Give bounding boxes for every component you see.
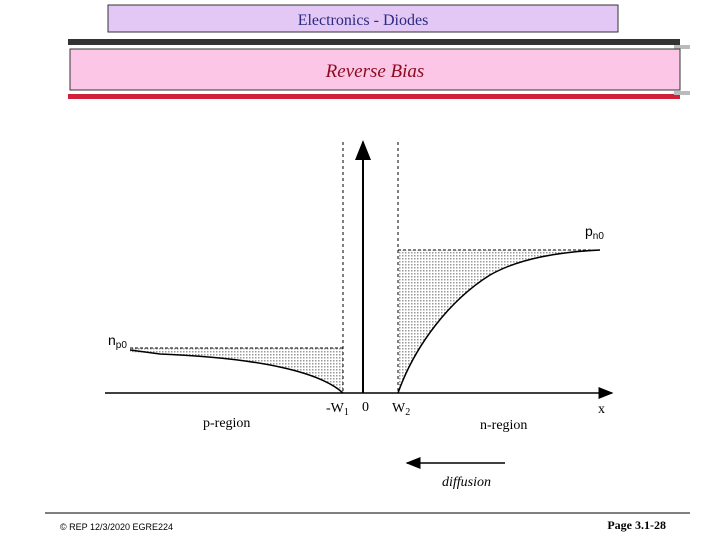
- subtitle-box: [69, 48, 681, 91]
- subtitle: Reverse Bias: [325, 61, 425, 82]
- p-region-label: p-region: [203, 416, 250, 431]
- rule-shadow: [674, 45, 690, 49]
- curve-n: [397, 249, 601, 394]
- x-label: x: [598, 402, 605, 417]
- np0-label: np0: [108, 332, 127, 351]
- rule: [68, 39, 680, 45]
- title: Electronics - Diodes: [298, 12, 429, 29]
- rule-shadow: [674, 91, 690, 95]
- shade-p: [130, 348, 343, 393]
- pn0-label: pn0: [585, 223, 604, 242]
- diffusion-label: diffusion: [442, 475, 491, 490]
- rule: [68, 94, 680, 99]
- curve-p: [129, 349, 344, 394]
- title-box: [107, 4, 619, 33]
- neg-w1-label: -W1: [326, 401, 349, 418]
- shade-n: [398, 250, 600, 393]
- footer-left: © REP 12/3/2020 EGRE224: [60, 522, 173, 532]
- w2-label: W2: [392, 401, 410, 418]
- page-number: Page 3.1-28: [607, 518, 666, 532]
- n-region-label: n-region: [480, 418, 527, 433]
- origin-label: 0: [362, 400, 369, 415]
